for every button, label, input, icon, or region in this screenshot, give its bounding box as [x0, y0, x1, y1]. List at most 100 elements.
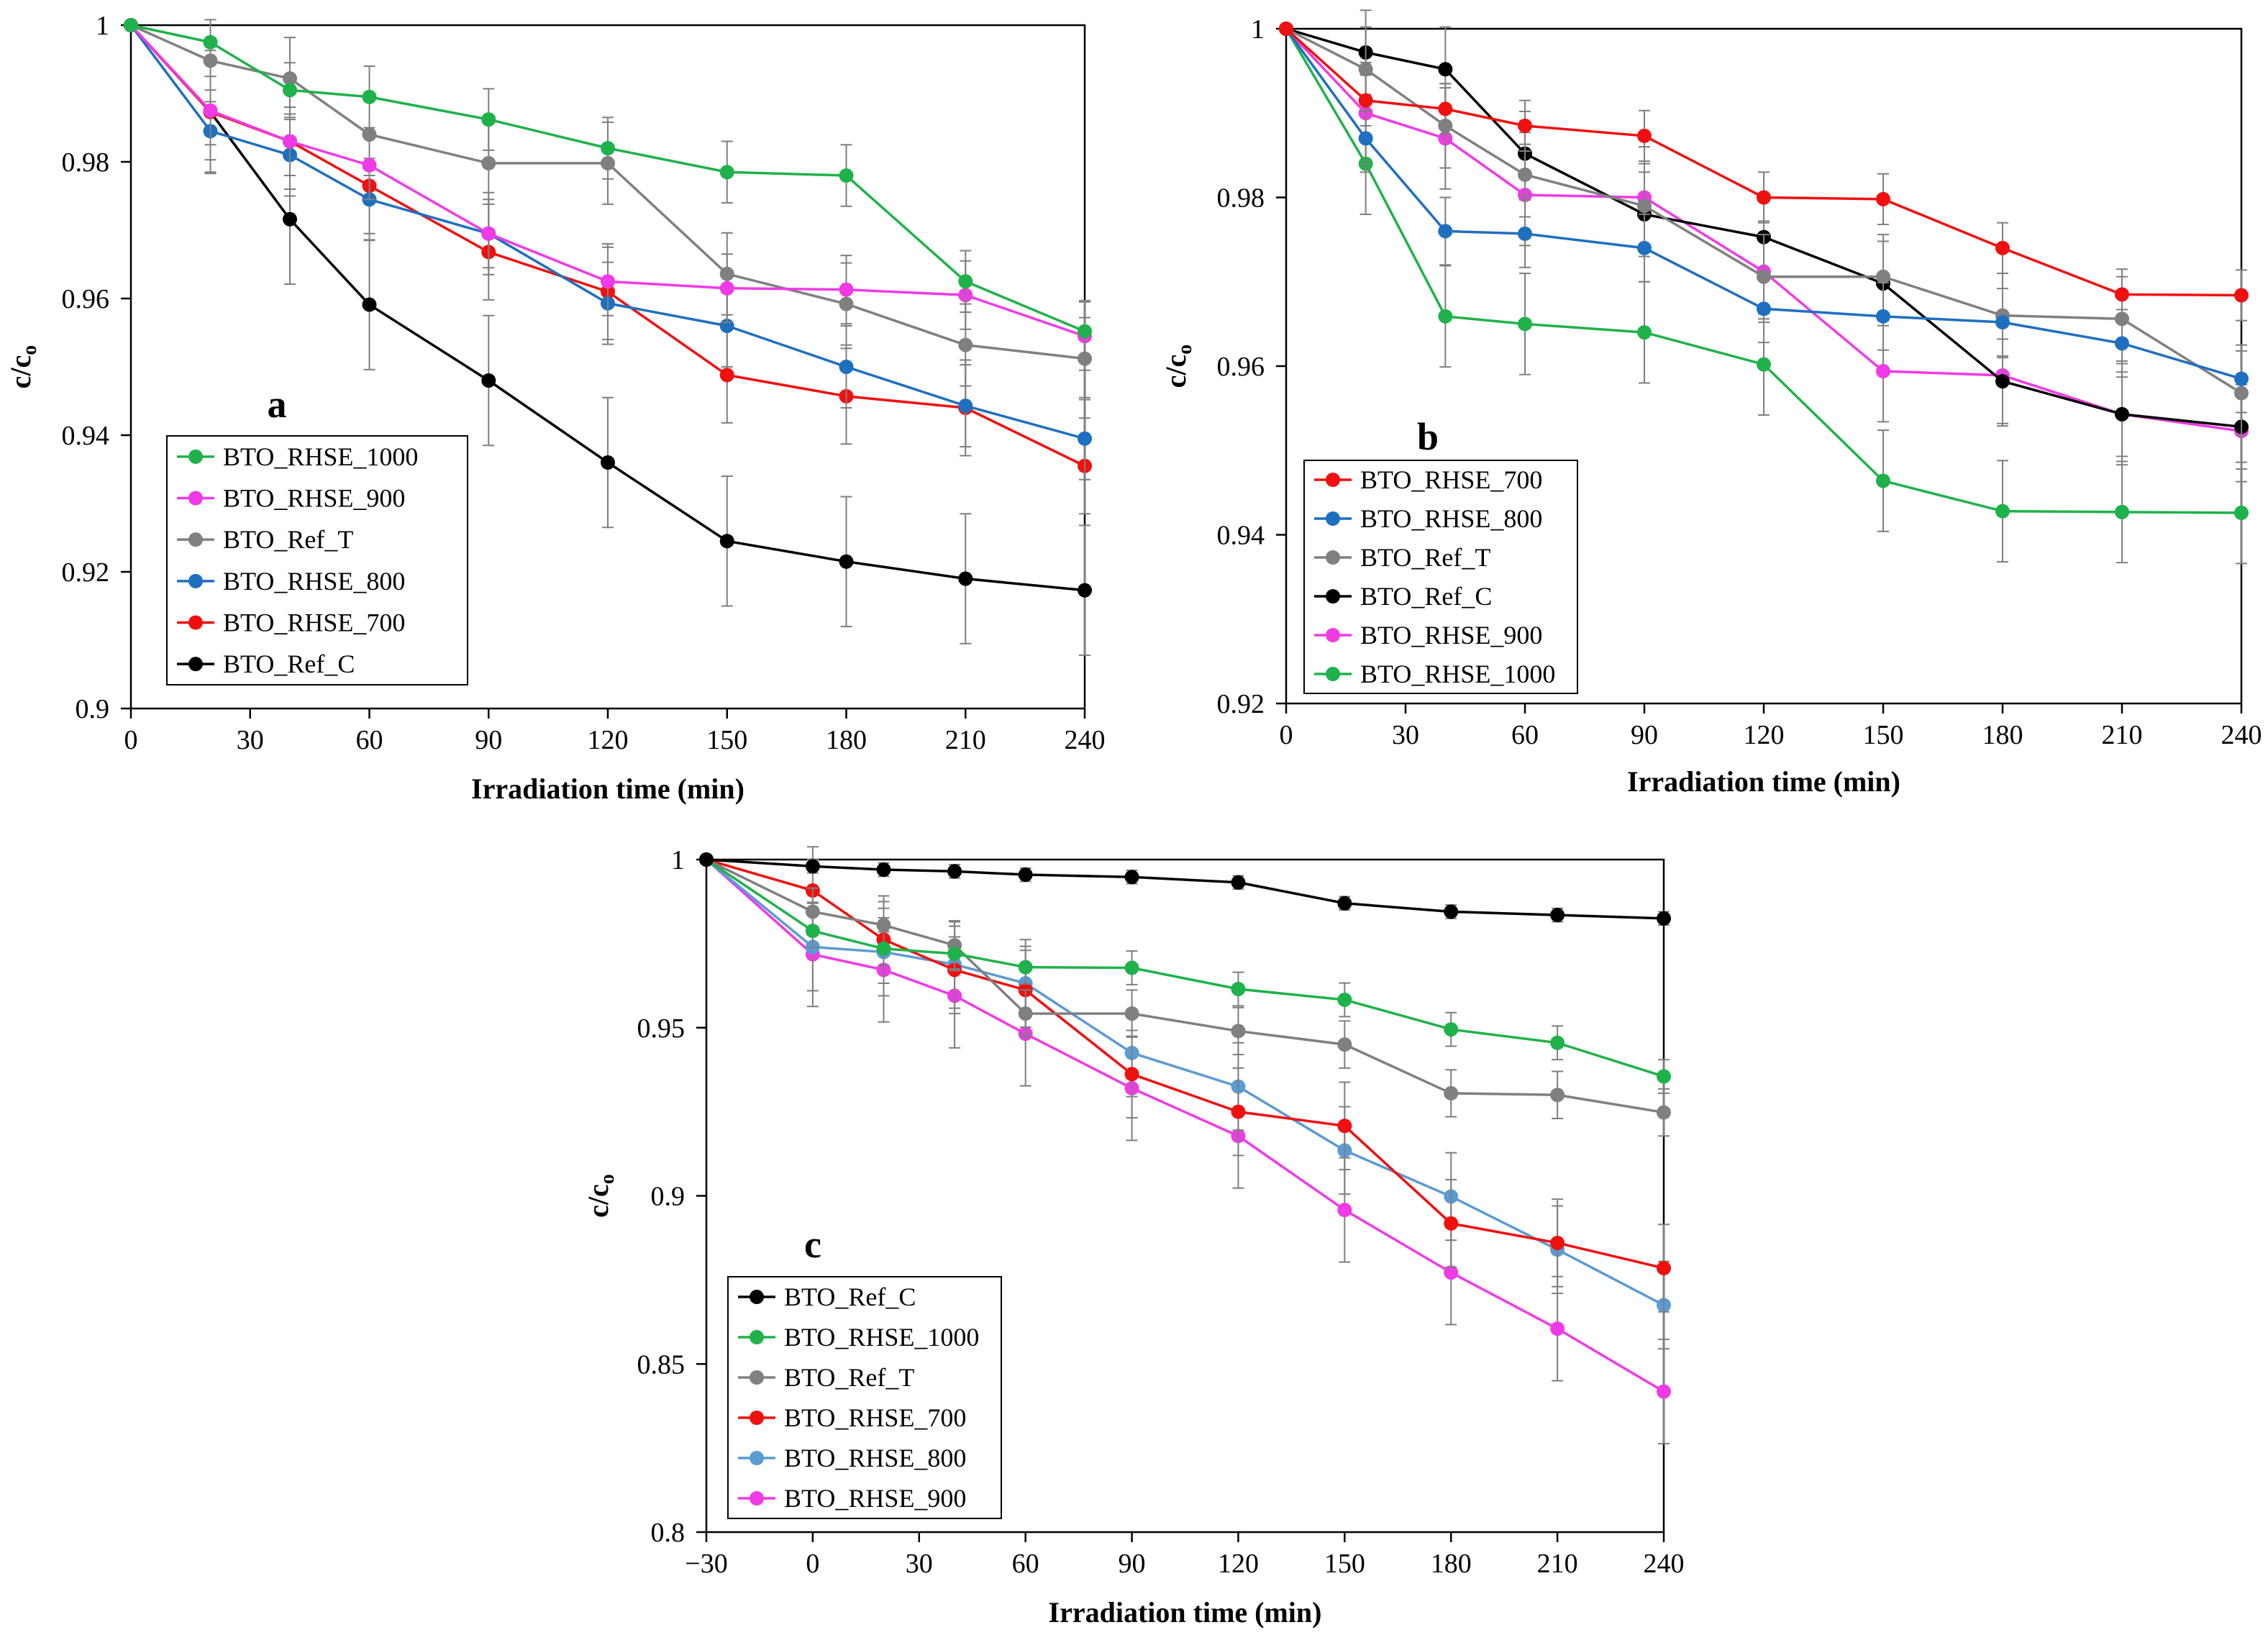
legend-label: BTO_Ref_C [223, 650, 355, 678]
x-tick-label: 150 [1324, 1549, 1365, 1579]
legend-swatch-marker [188, 573, 203, 588]
x-tick-label: 210 [945, 725, 986, 755]
legend-swatch-marker [188, 491, 203, 506]
legend-swatch-marker [1326, 628, 1340, 642]
series-bto-ref-c [699, 852, 1671, 926]
data-point [1337, 992, 1352, 1007]
data-point [1124, 870, 1139, 885]
legend-swatch-marker [750, 1290, 764, 1304]
panel-b-chart: 0 30 60 90 120 150 180 210 240 0.92 0.94 0.96 0.98 1 I… [1160, 9, 2262, 798]
data-point [839, 168, 854, 183]
data-point [1337, 1203, 1352, 1218]
panel-letter: c [804, 1223, 821, 1266]
x-tick-label: 210 [1537, 1549, 1578, 1579]
legend-label: BTO_RHSE_700 [1360, 465, 1542, 494]
data-point [1637, 199, 1652, 214]
y-tick-label: 0.95 [637, 1013, 686, 1044]
legend-swatch-marker [750, 1330, 764, 1344]
data-point [1518, 226, 1532, 241]
data-point [1231, 981, 1246, 996]
legend-box [1303, 460, 1578, 694]
data-point [362, 89, 377, 104]
data-point [1438, 309, 1453, 324]
data-point [1518, 118, 1532, 133]
y-tick-label: 1 [671, 845, 685, 875]
x-tick-label: 0 [1280, 720, 1293, 750]
legend-swatch-marker [1326, 589, 1340, 603]
x-tick-label: 150 [706, 725, 747, 755]
x-tick-label: 60 [1511, 720, 1539, 750]
x-tick-label: 60 [1012, 1549, 1039, 1579]
legend-box [166, 435, 468, 685]
data-point [1876, 473, 1890, 488]
data-point [1518, 167, 1532, 182]
data-point [1757, 190, 1771, 205]
legend-label: BTO_RHSE_900 [223, 484, 405, 513]
data-point [481, 226, 496, 241]
data-point [1876, 309, 1890, 324]
data-point [1438, 101, 1453, 117]
data-point [124, 18, 138, 32]
x-tick-label: 90 [1119, 1549, 1146, 1579]
legend-swatch-marker [188, 532, 203, 547]
data-point [1078, 583, 1092, 598]
data-point [1124, 1067, 1139, 1082]
x-tick-label: 240 [2221, 720, 2262, 750]
x-tick-label: 180 [1982, 720, 2023, 750]
legend-label: BTO_RHSE_800 [784, 1444, 966, 1472]
legend-label: BTO_RHSE_700 [784, 1403, 966, 1432]
series-line [130, 24, 1085, 360]
data-point [481, 373, 496, 388]
y-tick-label: 0.9 [651, 1182, 686, 1212]
x-tick-label: 210 [2102, 720, 2143, 750]
series-bto-rhse-1000 [699, 852, 1671, 1094]
data-point [1876, 364, 1890, 379]
legend-swatch-marker [750, 1491, 764, 1505]
legend-swatch-marker [188, 615, 203, 630]
data-point [1444, 1022, 1459, 1037]
data-point [1438, 62, 1453, 77]
legend-label: BTO_Ref_T [1360, 543, 1490, 572]
series-bto-rhse-700 [1279, 22, 2249, 322]
data-point [1444, 1265, 1459, 1280]
data-point [203, 53, 218, 68]
data-point [1444, 904, 1459, 919]
legend-box [727, 1276, 1002, 1519]
data-point [958, 571, 973, 586]
panel-letter: b [1417, 415, 1439, 458]
data-point [1657, 1105, 1671, 1120]
data-point [1444, 1216, 1459, 1231]
data-point [839, 360, 854, 374]
data-point [1637, 325, 1652, 340]
data-point [2115, 504, 2129, 519]
y-axis-title: c/co [1160, 345, 1196, 388]
x-axis-title: Irradiation time (min) [471, 773, 744, 805]
data-point [958, 337, 973, 352]
data-point [1550, 908, 1565, 923]
y-tick-label: 0.9 [76, 694, 110, 724]
series-line [1285, 27, 2242, 297]
data-point [947, 946, 962, 961]
y-tick-label: 0.96 [62, 284, 110, 314]
series-line [1285, 27, 2242, 381]
data-point [1995, 315, 2010, 330]
data-point [283, 83, 297, 98]
data-point [1995, 504, 2010, 519]
data-point [1358, 131, 1373, 146]
data-point [839, 554, 854, 569]
y-tick-label: 0.98 [62, 147, 110, 178]
legend-swatch-marker [1326, 667, 1340, 681]
data-point [958, 398, 973, 414]
series-line [706, 858, 1664, 1078]
x-tick-label: 0 [806, 1549, 819, 1579]
legend-label: BTO_RHSE_800 [223, 567, 405, 596]
y-axis-title-subscript: o [1174, 345, 1196, 355]
data-point [1876, 269, 1890, 284]
data-point [1637, 240, 1652, 255]
data-point [1438, 224, 1453, 239]
data-point [876, 918, 891, 933]
series-line [1285, 27, 2242, 395]
x-tick-label: 150 [1863, 720, 1904, 750]
series-bto-ref-t [124, 18, 1092, 401]
y-axis-title: c/co [4, 345, 41, 389]
